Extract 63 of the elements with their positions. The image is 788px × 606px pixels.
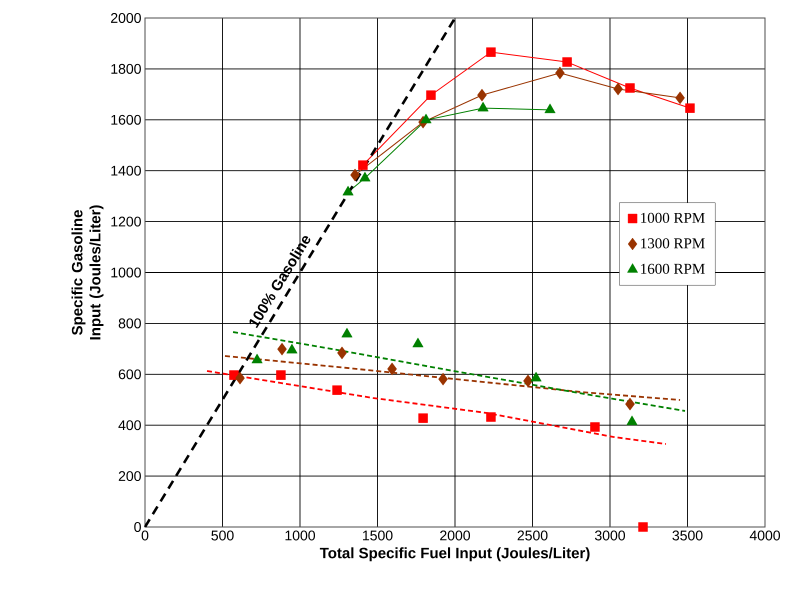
point [555, 66, 565, 80]
point [544, 104, 556, 114]
point [590, 422, 600, 432]
point [286, 344, 298, 354]
line-series [224, 355, 681, 401]
line-series [206, 370, 667, 445]
point [625, 83, 635, 93]
point [358, 160, 368, 170]
y-axis-title: Specific Gasoline Input (Joules/Liter) [71, 205, 104, 340]
y-tick-label: 600 [118, 369, 141, 380]
point [277, 342, 287, 356]
point [626, 416, 638, 426]
point [530, 372, 542, 382]
point [426, 90, 436, 100]
y-tick-label: 1000 [111, 268, 141, 278]
x-axis-title: Total Specific Fuel Input (Joules/Liter) [320, 547, 590, 562]
y-tick-label: 0 [134, 522, 141, 532]
y-tick-label: 1800 [111, 64, 141, 74]
x-tick-label: 1000 [285, 530, 316, 540]
point [252, 354, 263, 364]
x-tick-label: 1500 [362, 530, 393, 540]
legend-label: 1300 RPM [641, 238, 705, 248]
point [276, 370, 286, 380]
point [478, 102, 488, 112]
point [523, 374, 533, 388]
legend-label: 1000 RPM [641, 212, 705, 223]
point [625, 398, 635, 410]
point [412, 338, 424, 348]
y-tick-label: 2000 [111, 13, 141, 23]
point [350, 168, 360, 182]
y-tick-label: 1200 [111, 216, 141, 227]
legend-label: 1600 RPM [641, 264, 705, 274]
x-tick-label: 3000 [594, 530, 626, 540]
x-tick-label: 3500 [672, 530, 703, 540]
point [562, 57, 572, 67]
point [337, 346, 347, 360]
y-tick-label: 400 [118, 420, 141, 430]
x-tick-label: 2000 [440, 530, 470, 540]
point [685, 103, 695, 113]
point [638, 522, 648, 532]
x-tick-label: 0 [142, 530, 148, 540]
x-tick-label: 500 [211, 530, 234, 540]
point [235, 372, 245, 384]
point [342, 328, 352, 338]
point [438, 372, 448, 386]
point [342, 186, 354, 196]
x-tick-label: 2500 [518, 530, 548, 540]
y-tick-label: 1600 [111, 114, 141, 125]
line-series [232, 331, 686, 412]
point [486, 47, 496, 57]
point [387, 362, 397, 376]
y-tick-label: 1400 [111, 166, 141, 176]
point [418, 413, 428, 423]
point [486, 412, 496, 422]
point [332, 385, 342, 395]
x-tick-label: 4000 [750, 530, 780, 540]
point [420, 114, 432, 124]
point [613, 82, 623, 96]
y-tick-label: 200 [118, 471, 141, 482]
point [477, 88, 487, 102]
point [675, 92, 685, 104]
point [360, 172, 370, 182]
y-tick-label: 800 [118, 318, 141, 328]
